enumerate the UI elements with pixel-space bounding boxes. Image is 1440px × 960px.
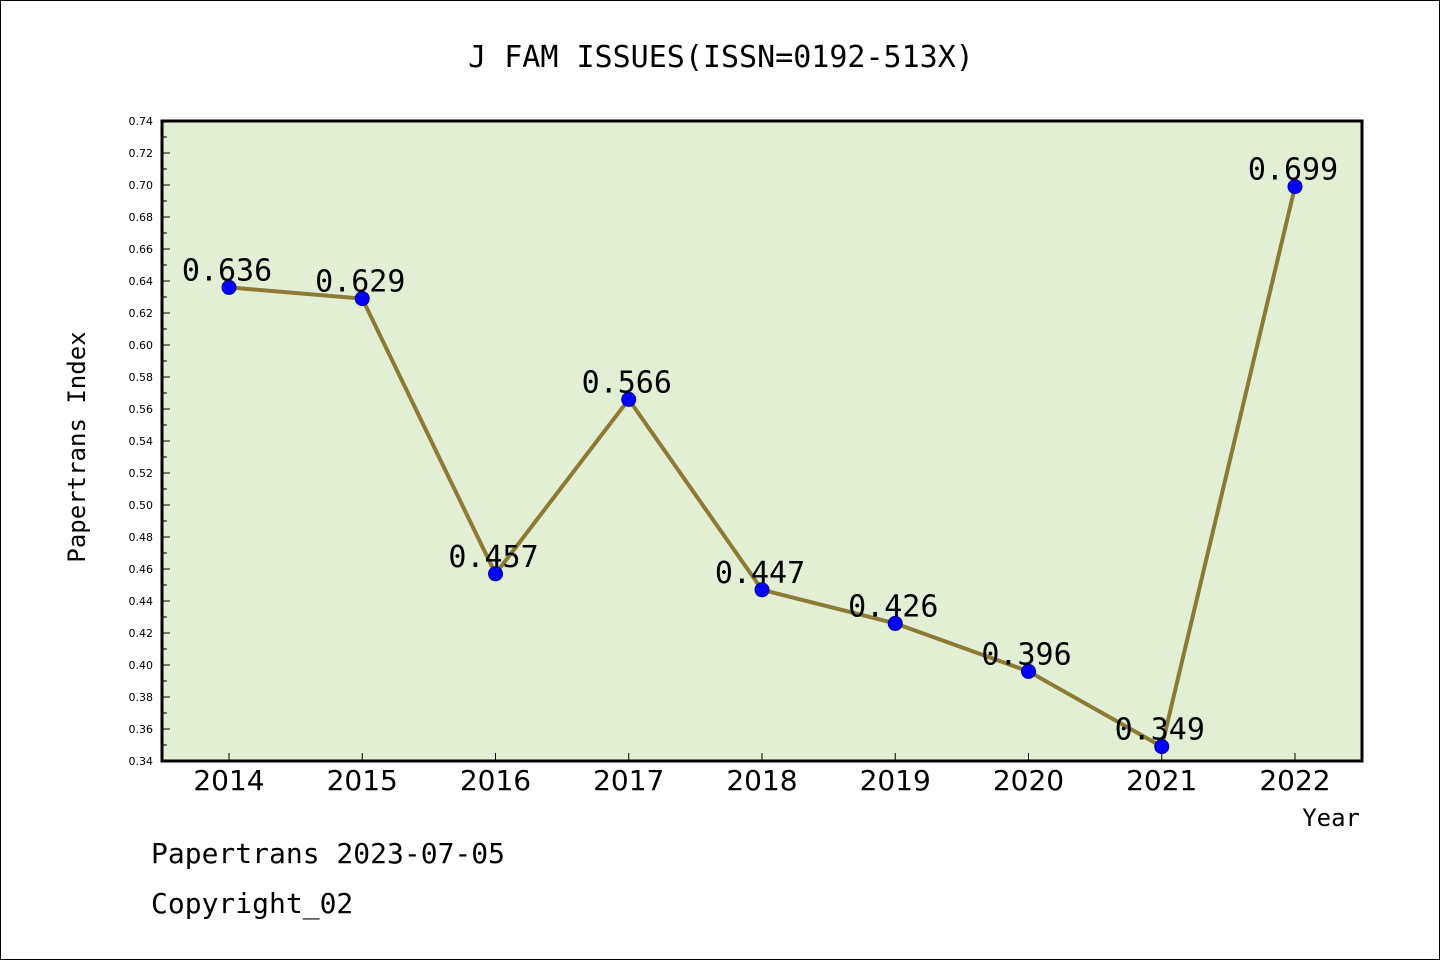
y-tick-label: 0.50 — [129, 499, 154, 512]
data-point — [887, 615, 903, 631]
x-tick-label: 2021 — [1126, 764, 1197, 797]
chart-title: J FAM ISSUES(ISSN=0192-513X) — [468, 40, 974, 75]
data-label: 0.699 — [1248, 153, 1338, 188]
x-tick-label: 2019 — [860, 764, 931, 797]
data-label: 0.426 — [848, 589, 938, 624]
y-tick-label: 0.40 — [129, 659, 154, 672]
footer-date: Papertrans 2023-07-05 — [151, 837, 506, 870]
data-point — [488, 566, 503, 582]
data-label: 0.396 — [981, 637, 1071, 672]
series-markers — [221, 179, 1303, 755]
data-label: 0.566 — [582, 365, 672, 400]
y-tick-label: 0.68 — [129, 211, 154, 224]
y-tick-label: 0.60 — [129, 339, 154, 352]
y-tick-label: 0.44 — [129, 595, 154, 608]
y-tick-label: 0.72 — [129, 147, 154, 160]
y-tick-label: 0.54 — [129, 435, 154, 448]
y-tick-label: 0.36 — [129, 723, 154, 736]
x-tick-label: 2020 — [993, 764, 1064, 797]
y-tick-label: 0.74 — [129, 115, 154, 128]
data-label: 0.629 — [315, 265, 405, 300]
y-tick-label: 0.38 — [129, 691, 154, 704]
footer-copyright: Copyright_02 — [151, 887, 354, 920]
y-tick-label: 0.56 — [129, 403, 154, 416]
x-tick-label: 2022 — [1259, 764, 1330, 797]
x-axis-label: Year — [1302, 804, 1360, 832]
y-tick-label: 0.52 — [129, 467, 154, 480]
y-tick-label: 0.58 — [129, 371, 154, 384]
x-tick-label: 2014 — [193, 764, 264, 797]
y-tick-label: 0.46 — [129, 563, 154, 576]
y-tick-label: 0.48 — [129, 531, 154, 544]
data-point — [354, 291, 370, 307]
data-label: 0.457 — [448, 540, 538, 575]
y-tick-label: 0.70 — [129, 179, 154, 192]
y-axis-label: Papertrans Index — [63, 331, 91, 562]
y-tick-label: 0.62 — [129, 307, 154, 320]
x-tick-label: 2016 — [460, 764, 531, 797]
y-tick-label: 0.34 — [129, 755, 154, 768]
data-label: 0.447 — [715, 556, 805, 591]
data-point — [754, 582, 770, 598]
data-point — [221, 279, 237, 295]
data-point — [1021, 663, 1036, 679]
x-tick-label: 2018 — [726, 764, 797, 797]
plot-area — [160, 119, 1364, 763]
y-axis: 0.34 0.36 0.38 0.40 0.42 0.44 0.46 0.48 0.50 0.52… — [129, 115, 170, 768]
y-tick-label: 0.64 — [129, 275, 154, 288]
data-label: 0.349 — [1115, 713, 1205, 748]
data-point — [1287, 179, 1303, 195]
x-tick-label: 2015 — [327, 764, 398, 797]
y-tick-label: 0.42 — [129, 627, 154, 640]
x-axis: 2014 2015 2016 2017 2018 2019 2020 2021 2022 — [193, 753, 1331, 797]
data-point — [1154, 739, 1170, 755]
data-labels: 0.636 0.629 0.457 0.566 0.447 0.426 0.396 0.349… — [182, 153, 1338, 748]
data-label: 0.636 — [182, 253, 272, 288]
y-tick-label: 0.66 — [129, 243, 154, 256]
data-point — [621, 391, 637, 407]
x-tick-label: 2017 — [593, 764, 664, 797]
